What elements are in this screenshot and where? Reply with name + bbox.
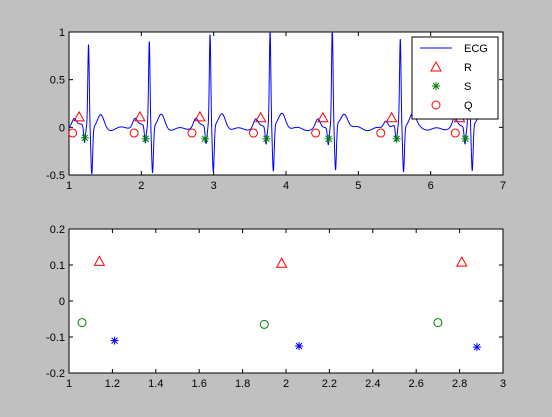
s-marker [200, 134, 209, 143]
circle-marker [433, 318, 443, 328]
triangle-marker [455, 256, 468, 267]
y-tick-label: 0 [59, 122, 65, 134]
legend-box [411, 36, 499, 120]
star-marker [295, 342, 304, 350]
legend-r-swatch [430, 60, 442, 72]
x-tick-label: 2.8 [452, 378, 467, 390]
x-tick-label: 1.6 [192, 378, 207, 390]
q-marker [450, 128, 460, 138]
q-marker [129, 128, 139, 138]
r-marker [385, 111, 398, 123]
star-marker [110, 336, 119, 345]
peaks-axes: 1 1.2 1.4 1.6 1.8 2 2.2 2.4 2.6 2.8 3 -0.2 -0.1 0 0.1 0… [46, 224, 506, 390]
y-tick-label: -0.2 [46, 368, 65, 380]
legend-r-label: R [464, 62, 472, 74]
y-tick-label: -0.1 [46, 332, 65, 344]
x-tick-label: 1.8 [235, 378, 250, 390]
x-tick-label: 7 [500, 180, 506, 192]
x-tick-label: 2.4 [365, 378, 380, 390]
circle-marker [259, 319, 269, 329]
s-marker [262, 134, 271, 143]
x-tick-label: 1.4 [148, 378, 163, 390]
r-marker [317, 111, 329, 123]
r-marker [254, 111, 267, 123]
triangle-marker [275, 257, 288, 268]
plot-area [68, 228, 504, 374]
x-tick-label: 2 [138, 180, 144, 192]
s-marker [392, 134, 401, 143]
x-tick-label: 1.2 [105, 378, 120, 390]
x-tick-label: 4 [283, 180, 289, 192]
legend: ECG RSQ [411, 36, 499, 120]
x-tick-label: 3 [211, 180, 217, 192]
q-marker [248, 128, 258, 138]
q-marker [311, 128, 321, 138]
x-tick-label: 6 [428, 180, 434, 192]
x-tick-label: 5 [355, 180, 361, 192]
s-marker [461, 134, 470, 143]
x-tick-label: 1 [66, 378, 72, 390]
x-tick-label: 1 [66, 180, 72, 192]
y-tick-label: 0.5 [50, 75, 65, 87]
y-tick-label: 0.2 [50, 224, 65, 236]
r-marker [134, 110, 146, 122]
y-tick-label: 1 [59, 27, 65, 39]
q-marker [187, 128, 197, 138]
s-marker [80, 133, 89, 142]
y-tick-label: 0.1 [50, 260, 65, 272]
legend-ecg-label: ECG [464, 43, 488, 55]
legend-q-label: Q [464, 100, 473, 112]
legend-s-swatch [432, 82, 440, 90]
x-tick-label: 2 [283, 378, 289, 390]
x-tick-label: 3 [500, 378, 506, 390]
legend-s-label: S [464, 81, 471, 93]
s-marker [141, 134, 150, 143]
star-marker [472, 343, 481, 352]
ecg-axes: 1 2 3 4 5 6 7 -0.5 0 0.5 1 ECG RSQ [46, 27, 506, 192]
x-tick-label: 2.6 [409, 378, 424, 390]
y-tick-label: -0.5 [46, 170, 65, 182]
x-tick-label: 2.2 [322, 378, 337, 390]
circle-marker [77, 318, 87, 328]
triangle-marker [93, 255, 106, 266]
r-marker [194, 110, 206, 122]
y-tick-label: 0 [59, 296, 65, 308]
s-marker [324, 134, 333, 143]
q-marker [68, 128, 78, 138]
q-marker [376, 128, 386, 138]
r-marker [73, 110, 85, 122]
legend-q-swatch [431, 100, 441, 110]
